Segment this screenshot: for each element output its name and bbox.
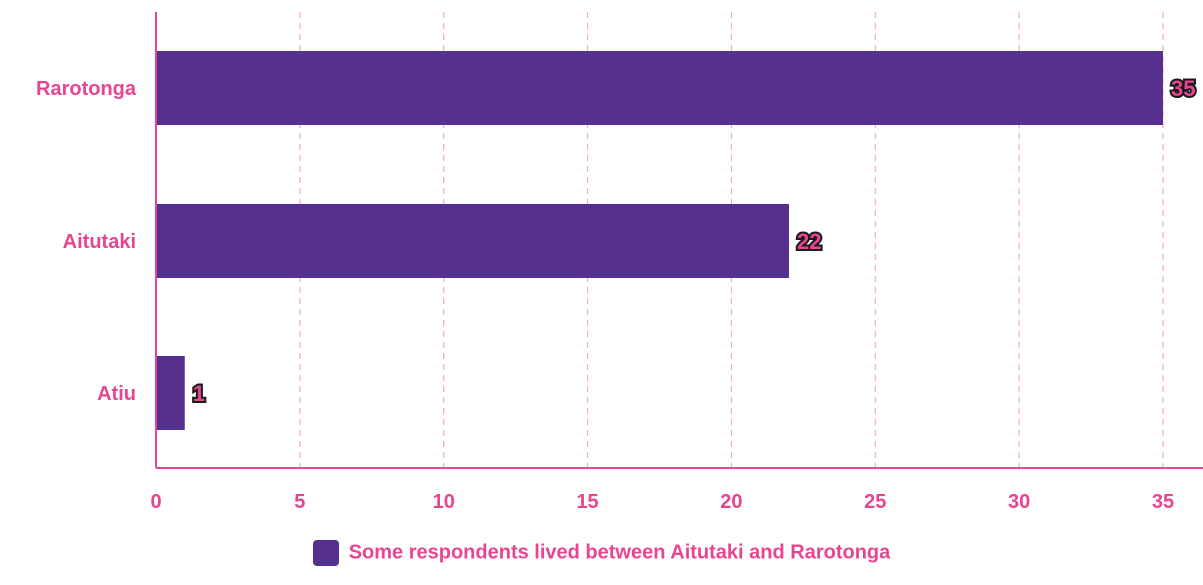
x-tick-label-5: 5 xyxy=(294,491,305,513)
category-label-rarotonga: Rarotonga xyxy=(36,78,137,100)
chart-canvas: Rarotonga Aitutaki Atiu 0 5 10 15 20 25 30 35 35 22 1 xyxy=(36,12,1203,513)
data-label-atiu: 1 xyxy=(193,381,205,406)
data-label-rarotonga: 35 xyxy=(1171,76,1195,101)
legend-swatch xyxy=(312,540,339,566)
x-tick-label-30: 30 xyxy=(1008,491,1030,513)
legend-label: Some respondents lived between Aitutaki … xyxy=(348,541,891,564)
bar-aitutaki xyxy=(156,204,789,278)
x-tick-label-15: 15 xyxy=(576,491,598,513)
bar-atiu xyxy=(156,356,185,430)
x-tick-label-10: 10 xyxy=(433,491,455,513)
x-tick-label-35: 35 xyxy=(1152,491,1174,513)
category-label-atiu: Atiu xyxy=(97,383,136,405)
x-tick-label-25: 25 xyxy=(864,491,886,513)
category-label-aitutaki: Aitutaki xyxy=(63,231,136,253)
x-tick-label-20: 20 xyxy=(720,491,742,513)
bar-rarotonga xyxy=(156,51,1163,125)
legend: Some respondents lived between Aitutaki … xyxy=(0,540,1203,566)
data-label-aitutaki: 22 xyxy=(797,229,821,254)
x-tick-label-0: 0 xyxy=(150,491,161,513)
